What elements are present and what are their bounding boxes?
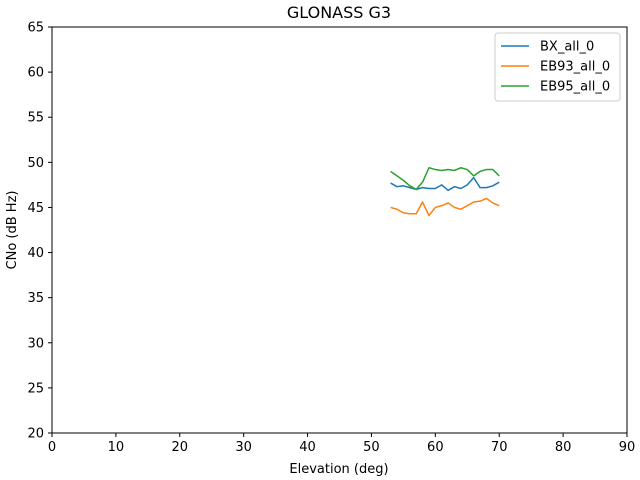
x-tick-label-3: 30 <box>235 440 252 455</box>
y-tick-label-2: 30 <box>27 336 44 351</box>
axes-frame <box>51 26 628 434</box>
series-line-0 <box>390 176 500 192</box>
y-tick-label-4: 40 <box>27 246 44 261</box>
x-tick-label-2: 20 <box>172 440 189 455</box>
legend: BX_all_0 EB93_all_0 EB95_all_0 <box>494 32 621 102</box>
y-tick-label-5: 45 <box>27 201 44 216</box>
legend-label-1: EB93_all_0 <box>540 60 610 75</box>
x-tick-label-6: 60 <box>427 440 444 455</box>
x-tick-label-0: 0 <box>48 440 56 455</box>
legend-label-2: EB95_all_0 <box>540 80 610 95</box>
y-tick-label-3: 35 <box>27 291 44 306</box>
y-tick-label-8: 60 <box>27 66 44 81</box>
x-axis-label: Elevation (deg) <box>289 462 388 477</box>
series-layer <box>390 167 500 217</box>
x-tick-label-5: 50 <box>363 440 380 455</box>
y-tick-label-6: 50 <box>27 156 44 171</box>
y-tick-label-7: 55 <box>27 111 44 126</box>
series-line-1 <box>390 197 500 217</box>
legend-box <box>494 32 621 102</box>
chart-title: GLONASS G3 <box>287 3 391 22</box>
x-tick-label-4: 40 <box>299 440 316 455</box>
y-axis-label: CNo (dB Hz) <box>5 191 20 270</box>
x-tick-label-7: 70 <box>491 440 508 455</box>
y-tick-label-9: 65 <box>27 21 44 36</box>
axes-layer: 0 10 20 30 40 50 60 70 80 90 20 25 30 35 40 45 50 55 60 65 <box>27 21 635 456</box>
y-tick-label-1: 25 <box>27 381 44 396</box>
series-line-2 <box>390 167 500 191</box>
legend-label-0: BX_all_0 <box>540 40 594 55</box>
x-tick-label-1: 10 <box>108 440 125 455</box>
x-tick-label-9: 90 <box>619 440 636 455</box>
x-tick-label-8: 80 <box>555 440 572 455</box>
y-tick-label-0: 20 <box>27 427 44 442</box>
